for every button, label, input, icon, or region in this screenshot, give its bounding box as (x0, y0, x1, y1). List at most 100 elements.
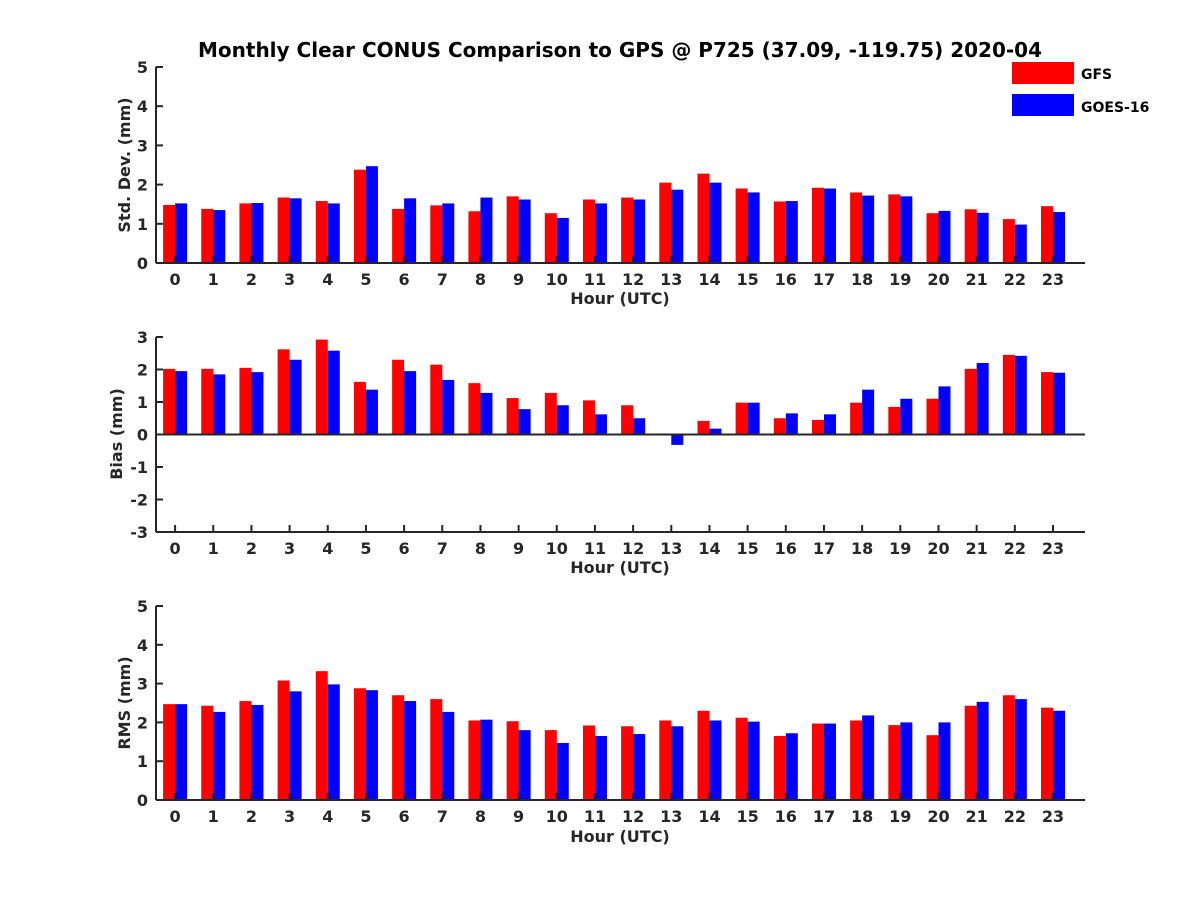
rms-bar-goes16-6 (404, 701, 417, 800)
bias-bar-goes16-14 (709, 428, 722, 435)
bias-bar-gfs-6 (392, 359, 405, 435)
rms-bar-gfs-2 (239, 701, 252, 800)
rms-bar-gfs-16 (773, 735, 786, 800)
rms-bar-goes16-21 (976, 701, 989, 800)
rms-bar-gfs-23 (1040, 707, 1053, 800)
stddev-bar-goes16-12 (633, 199, 646, 263)
rms-bar-gfs-14 (697, 710, 710, 800)
bias-bar-gfs-10 (544, 392, 557, 435)
stddev-bar-gfs-4 (315, 201, 328, 263)
stddev-bar-goes16-20 (938, 210, 951, 263)
rms-xtick-label-18: 18 (851, 807, 873, 826)
bias-xtick-label-19: 19 (889, 539, 911, 558)
bias-bar-goes16-18 (862, 389, 875, 435)
bias-bar-gfs-5 (353, 381, 366, 435)
rms-bar-goes16-16 (785, 733, 798, 800)
rms-bar-gfs-15 (735, 717, 748, 800)
bias-ytick-label--3: -3 (130, 523, 148, 542)
stddev-bar-gfs-12 (621, 197, 634, 263)
stddev-bar-goes16-22 (1014, 224, 1027, 263)
stddev-bar-goes16-19 (900, 196, 913, 263)
legend-label-goes16: GOES-16 (1081, 100, 1149, 116)
stddev-bar-goes16-18 (862, 195, 875, 263)
bias-bar-gfs-4 (315, 339, 328, 435)
rms-ytick-label-1: 1 (137, 752, 148, 771)
stddev-bar-goes16-7 (442, 203, 455, 263)
rms-ytick-label-4: 4 (137, 636, 148, 655)
bias-bar-goes16-17 (823, 414, 836, 435)
stddev-bar-gfs-16 (773, 201, 786, 263)
rms-bar-gfs-20 (926, 735, 939, 800)
rms-xtick-label-10: 10 (546, 807, 568, 826)
stddev-bar-gfs-14 (697, 173, 710, 263)
stddev-xtick-label-16: 16 (775, 270, 797, 289)
bias-xtick-label-7: 7 (437, 539, 448, 558)
stddev-xtick-label-23: 23 (1042, 270, 1064, 289)
stddev-ylabel: Std. Dev. (mm) (115, 97, 134, 232)
stddev-xtick-label-19: 19 (889, 270, 911, 289)
rms-bar-goes16-4 (327, 684, 340, 800)
stddev-bar-goes16-21 (976, 212, 989, 263)
stddev-ytick-label-5: 5 (137, 58, 148, 77)
bias-ytick-label-0: 0 (137, 426, 148, 445)
bias-bar-goes16-9 (518, 409, 531, 435)
stddev-bar-gfs-11 (582, 199, 595, 263)
rms-bar-gfs-8 (468, 720, 481, 800)
bias-ytick-label--2: -2 (130, 491, 148, 510)
rms-bar-gfs-9 (506, 721, 519, 800)
stddev-xtick-label-7: 7 (437, 270, 448, 289)
rms-ytick-label-3: 3 (137, 675, 148, 694)
stddev-bar-gfs-18 (850, 192, 863, 263)
rms-xtick-label-0: 0 (170, 807, 181, 826)
stddev-bar-gfs-21 (964, 209, 977, 263)
bias-xtick-label-8: 8 (475, 539, 486, 558)
bias-xtick-label-20: 20 (927, 539, 949, 558)
bias-xtick-label-4: 4 (322, 539, 333, 558)
stddev-ytick-label-3: 3 (137, 136, 148, 155)
bias-xtick-label-16: 16 (775, 539, 797, 558)
rms-xtick-label-6: 6 (399, 807, 410, 826)
stddev-bar-goes16-3 (289, 198, 302, 263)
stddev-bar-gfs-8 (468, 211, 481, 263)
rms-bar-gfs-7 (430, 699, 443, 800)
rms-bar-goes16-23 (1052, 710, 1065, 800)
bias-bar-gfs-0 (163, 368, 176, 435)
rms-xtick-label-11: 11 (584, 807, 606, 826)
bias-bar-gfs-19 (888, 406, 901, 435)
rms-xtick-label-14: 14 (698, 807, 720, 826)
bias-xtick-label-9: 9 (513, 539, 524, 558)
rms-bar-goes16-14 (709, 720, 722, 800)
bias-xtick-label-12: 12 (622, 539, 644, 558)
stddev-xtick-label-22: 22 (1004, 270, 1026, 289)
rms-ytick-label-2: 2 (137, 713, 148, 732)
bias-ylabel: Bias (mm) (107, 388, 126, 480)
bias-bar-goes16-1 (213, 374, 226, 435)
legend-swatch-goes16 (1012, 94, 1074, 116)
rms-xtick-label-23: 23 (1042, 807, 1064, 826)
bias-xlabel: Hour (UTC) (570, 558, 670, 577)
rms-xtick-label-1: 1 (208, 807, 219, 826)
stddev-bar-goes16-5 (365, 166, 378, 263)
stddev-bar-gfs-0 (163, 204, 176, 263)
legend-label-gfs: GFS (1081, 67, 1112, 83)
bias-xtick-label-1: 1 (208, 539, 219, 558)
stddev-xtick-label-13: 13 (660, 270, 682, 289)
bias-bar-goes16-12 (633, 418, 646, 435)
stddev-bar-goes16-0 (175, 203, 188, 263)
bias-bar-goes16-6 (404, 371, 417, 435)
bias-bar-gfs-18 (850, 402, 863, 435)
stddev-xtick-label-4: 4 (322, 270, 333, 289)
stddev-xtick-label-3: 3 (284, 270, 295, 289)
stddev-bar-gfs-9 (506, 196, 519, 263)
stddev-bar-goes16-8 (480, 197, 493, 263)
stddev-bar-gfs-13 (659, 182, 672, 263)
bias-bar-goes16-13 (671, 434, 684, 445)
stddev-bar-gfs-17 (811, 187, 824, 263)
bias-bar-gfs-16 (773, 418, 786, 435)
stddev-xtick-label-10: 10 (546, 270, 568, 289)
bias-bar-goes16-0 (175, 371, 188, 435)
stddev-bar-goes16-10 (556, 217, 569, 263)
